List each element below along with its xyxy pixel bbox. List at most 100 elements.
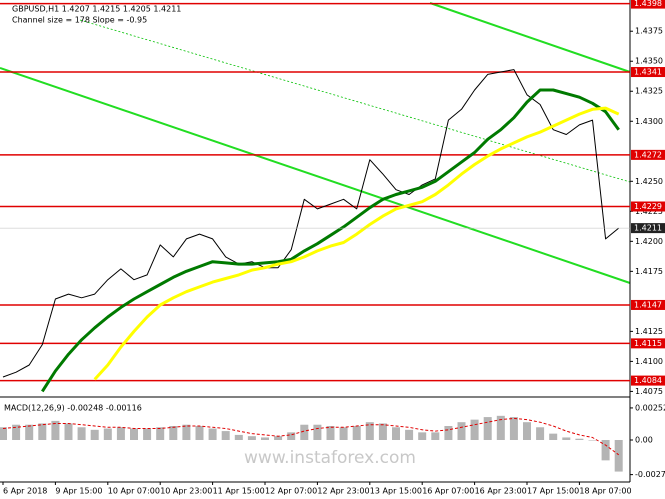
macd-bar bbox=[365, 422, 374, 440]
chart-subtitle: Channel size = 178 Slope = -0.95 bbox=[12, 16, 147, 25]
x-tick-label: 16 Apr 07:00 bbox=[422, 487, 474, 496]
level-label: 1.4398 bbox=[634, 0, 662, 8]
channel-line bbox=[429, 2, 631, 73]
macd-bar bbox=[601, 440, 610, 461]
macd-bar bbox=[51, 420, 60, 440]
macd-bar bbox=[470, 419, 479, 440]
level-label-box bbox=[631, 338, 665, 349]
macd-bar bbox=[405, 429, 414, 440]
macd-bar bbox=[25, 424, 34, 440]
x-tick-label: 10 Apr 23:00 bbox=[160, 487, 212, 496]
macd-bar bbox=[221, 431, 230, 440]
macd-label: MACD(12,26,9) -0.00248 -0.00116 bbox=[4, 404, 142, 413]
macd-bar bbox=[418, 432, 427, 440]
x-tick-label: 16 Apr 23:00 bbox=[475, 487, 527, 496]
macd-bar bbox=[549, 433, 558, 440]
macd-bar bbox=[575, 438, 584, 440]
x-tick-label: 13 Apr 15:00 bbox=[370, 487, 422, 496]
x-tick-label: 12 Apr 23:00 bbox=[317, 487, 369, 496]
y-tick-label: 1.4100 bbox=[635, 357, 663, 366]
macd-bar bbox=[274, 436, 283, 440]
y-tick-label: 1.4200 bbox=[635, 237, 663, 246]
macd-bar bbox=[614, 440, 623, 472]
macd-bar bbox=[300, 424, 309, 440]
macd-tick-label: -0.00272 bbox=[635, 470, 665, 479]
macd-bar bbox=[562, 437, 571, 440]
macd-bar bbox=[156, 427, 165, 440]
macd-tick-label: 0.00 bbox=[635, 436, 653, 445]
last-price-box bbox=[631, 223, 665, 234]
macd-bar bbox=[523, 422, 531, 440]
level-label: 1.4084 bbox=[634, 376, 662, 385]
level-label: 1.4115 bbox=[634, 339, 662, 348]
macd-bar bbox=[103, 428, 112, 440]
x-tick-label: 10 Apr 07:00 bbox=[108, 487, 160, 496]
macd-bar bbox=[536, 427, 545, 440]
x-tick-label: 17 Apr 15:00 bbox=[527, 487, 579, 496]
macd-bar bbox=[313, 424, 322, 440]
level-label-box bbox=[631, 299, 665, 310]
macd-bar bbox=[483, 417, 492, 440]
y-tick-label: 1.4125 bbox=[635, 327, 663, 336]
macd-bar bbox=[90, 429, 99, 440]
macd-bar bbox=[116, 427, 125, 440]
price-line bbox=[2, 69, 620, 378]
y-tick-label: 1.4175 bbox=[635, 267, 663, 276]
x-tick-label: 12 Apr 07:00 bbox=[265, 487, 317, 496]
y-tick-label: 1.4350 bbox=[635, 57, 663, 66]
level-label: 1.4229 bbox=[634, 202, 662, 211]
macd-bar bbox=[130, 428, 138, 440]
macd-bar bbox=[457, 422, 466, 440]
macd-tick-label: 0.00252 bbox=[635, 403, 665, 412]
macd-bar bbox=[182, 424, 191, 440]
x-tick-label: 9 Apr 15:00 bbox=[55, 487, 102, 496]
level-label-box bbox=[631, 67, 665, 78]
macd-bar bbox=[339, 427, 348, 440]
channel-line bbox=[0, 67, 631, 284]
macd-bar bbox=[509, 417, 518, 440]
macd-bar bbox=[496, 415, 505, 440]
y-tick-label: 1.4375 bbox=[635, 27, 663, 36]
last-price-label: 1.4211 bbox=[634, 224, 662, 233]
macd-bar bbox=[444, 426, 453, 440]
macd-bar bbox=[234, 434, 243, 440]
level-label: 1.4341 bbox=[634, 68, 662, 77]
macd-bar bbox=[378, 423, 387, 440]
macd-bar bbox=[247, 436, 256, 440]
macd-bar bbox=[143, 428, 152, 440]
macd-bar bbox=[169, 426, 178, 440]
macd-bar bbox=[392, 427, 400, 440]
macd-bar bbox=[431, 432, 440, 440]
macd-bar bbox=[261, 437, 269, 440]
macd-bar bbox=[38, 423, 47, 440]
level-label-box bbox=[631, 0, 665, 9]
macd-bar bbox=[77, 427, 86, 440]
macd-bar bbox=[12, 424, 21, 440]
macd-bar bbox=[195, 426, 204, 440]
y-tick-label: 1.4300 bbox=[635, 117, 663, 126]
chart-title: GBPUSD,H1 1.4207 1.4215 1.4205 1.4211 bbox=[12, 5, 181, 14]
macd-bar bbox=[0, 427, 7, 440]
level-label-box bbox=[631, 375, 665, 386]
macd-bar bbox=[326, 426, 335, 440]
macd-bar bbox=[352, 426, 361, 440]
macd-signal bbox=[2, 417, 619, 456]
watermark: www.instaforex.com bbox=[244, 448, 416, 468]
level-label-box bbox=[631, 201, 665, 212]
y-tick-label: 1.4075 bbox=[635, 387, 663, 396]
price-line bbox=[93, 106, 620, 381]
y-tick-label: 1.4325 bbox=[635, 87, 663, 96]
macd-bar bbox=[287, 432, 296, 440]
x-tick-label: 11 Apr 15:00 bbox=[213, 487, 265, 496]
macd-bar bbox=[64, 423, 73, 440]
x-tick-label: 18 Apr 07:00 bbox=[579, 487, 631, 496]
x-tick-label: 6 Apr 2018 bbox=[3, 487, 47, 496]
macd-bar bbox=[588, 440, 597, 441]
level-label: 1.4147 bbox=[634, 300, 662, 309]
y-tick-label: 1.4250 bbox=[635, 177, 663, 186]
price-line bbox=[41, 88, 620, 393]
macd-bar bbox=[208, 428, 217, 440]
level-label-box bbox=[631, 149, 665, 160]
